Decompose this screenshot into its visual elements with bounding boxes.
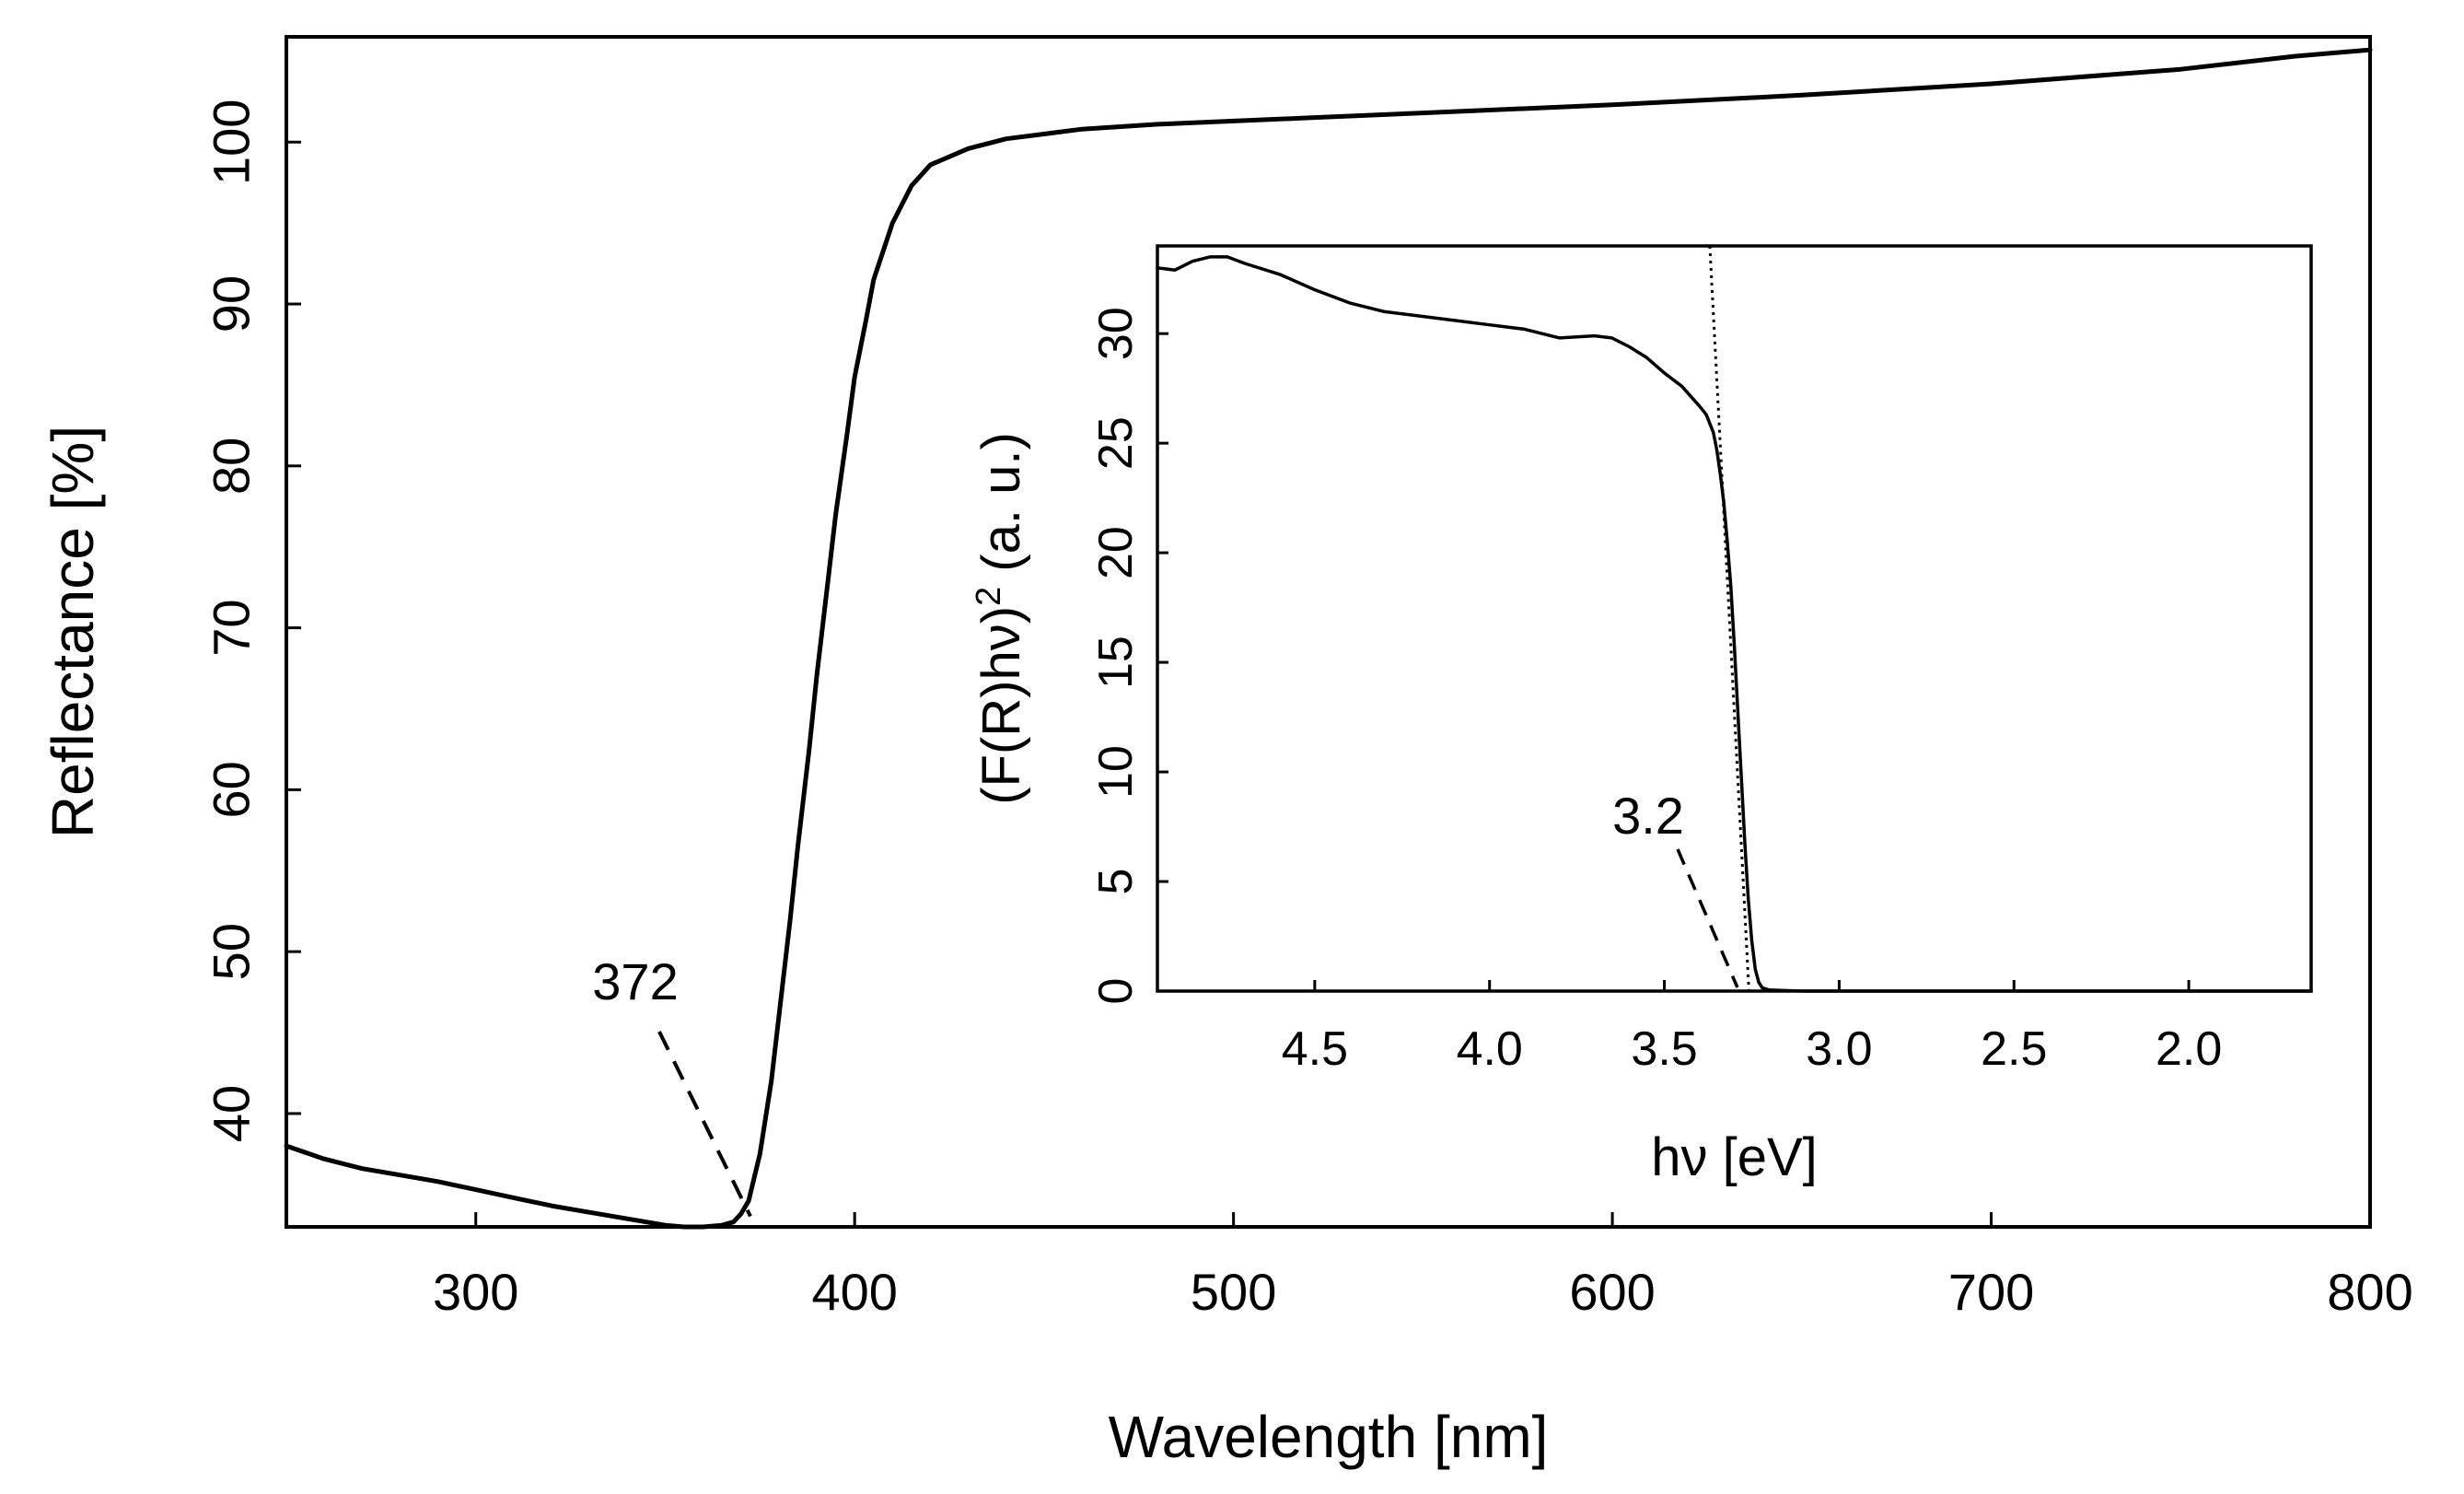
inset-x-tick-label-3.0: 3.0: [1806, 1022, 1872, 1076]
inset-x-tick-label-2.5: 2.5: [1981, 1022, 2047, 1076]
inset-y-tick-label-20: 20: [1089, 526, 1143, 579]
inset-y-tick-label-15: 15: [1089, 636, 1143, 689]
main-y-tick-label-50: 50: [203, 923, 261, 980]
inset-absorption-series-line: [1156, 255, 2313, 993]
inset-annotation-leader-3-2: [1676, 848, 1739, 988]
main-y-tick-label-80: 80: [203, 438, 261, 495]
inset-x-tick-labels: 4.5 4.0 3.5 3.0 2.5 2.0: [1282, 1022, 2223, 1076]
main-y-axis-title: Reflectance [%]: [40, 426, 106, 838]
inset-y-axis-title-suffix: (a. u.): [971, 432, 1031, 587]
main-plot-frame: [285, 35, 2372, 1229]
inset-y-tick-label-25: 25: [1089, 416, 1143, 470]
inset-annotation-label-3-2: 3.2: [1612, 787, 1684, 845]
main-annotation-leader-372: [657, 1031, 752, 1218]
main-x-tick-labels: 300 400 500 600 700 800: [433, 1263, 2413, 1321]
inset-y-tick-label-10: 10: [1089, 745, 1143, 799]
inset-y-axis-title-sup: 2: [970, 587, 1008, 606]
main-reflectance-series-line: [284, 47, 2373, 1230]
main-tick-marks: [286, 140, 2372, 1227]
main-x-tick-label-700: 700: [1948, 1263, 2034, 1321]
main-y-tick-label-60: 60: [203, 761, 261, 818]
inset-x-tick-label-3.5: 3.5: [1631, 1022, 1697, 1076]
main-x-tick-label-500: 500: [1191, 1263, 1276, 1321]
inset-x-tick-label-4.5: 4.5: [1282, 1022, 1348, 1076]
inset-y-axis-title: (F(R)hν)2 (a. u.): [970, 432, 1031, 805]
inset-x-axis-title: hν [eV]: [1651, 1127, 1818, 1187]
inset-y-tick-labels: 0 5 10 15 20 25 30: [1089, 307, 1143, 1004]
main-y-tick-label-40: 40: [203, 1085, 261, 1142]
main-x-tick-label-800: 800: [2327, 1263, 2412, 1321]
main-x-tick-label-600: 600: [1569, 1263, 1655, 1321]
inset-y-tick-label-30: 30: [1089, 307, 1143, 360]
inset-plot-frame: [1156, 244, 2313, 993]
main-annotation-label-372: 372: [592, 952, 678, 1010]
main-y-tick-label-90: 90: [203, 275, 261, 333]
main-y-tick-labels: 40 50 60 70 80 90 100: [203, 99, 261, 1143]
inset-x-tick-label-2.0: 2.0: [2156, 1022, 2222, 1076]
main-x-tick-label-300: 300: [433, 1263, 518, 1321]
inset-y-tick-label-5: 5: [1089, 869, 1143, 895]
inset-y-tick-label-0: 0: [1089, 978, 1143, 1005]
main-y-tick-label-100: 100: [203, 99, 261, 185]
main-x-axis-title: Wavelength [nm]: [1109, 1404, 1549, 1470]
main-x-tick-label-400: 400: [811, 1263, 897, 1321]
main-y-tick-label-70: 70: [203, 599, 261, 656]
inset-x-tick-label-4.0: 4.0: [1457, 1022, 1523, 1076]
inset-y-axis-title-base: (F(R)hν): [971, 606, 1031, 805]
